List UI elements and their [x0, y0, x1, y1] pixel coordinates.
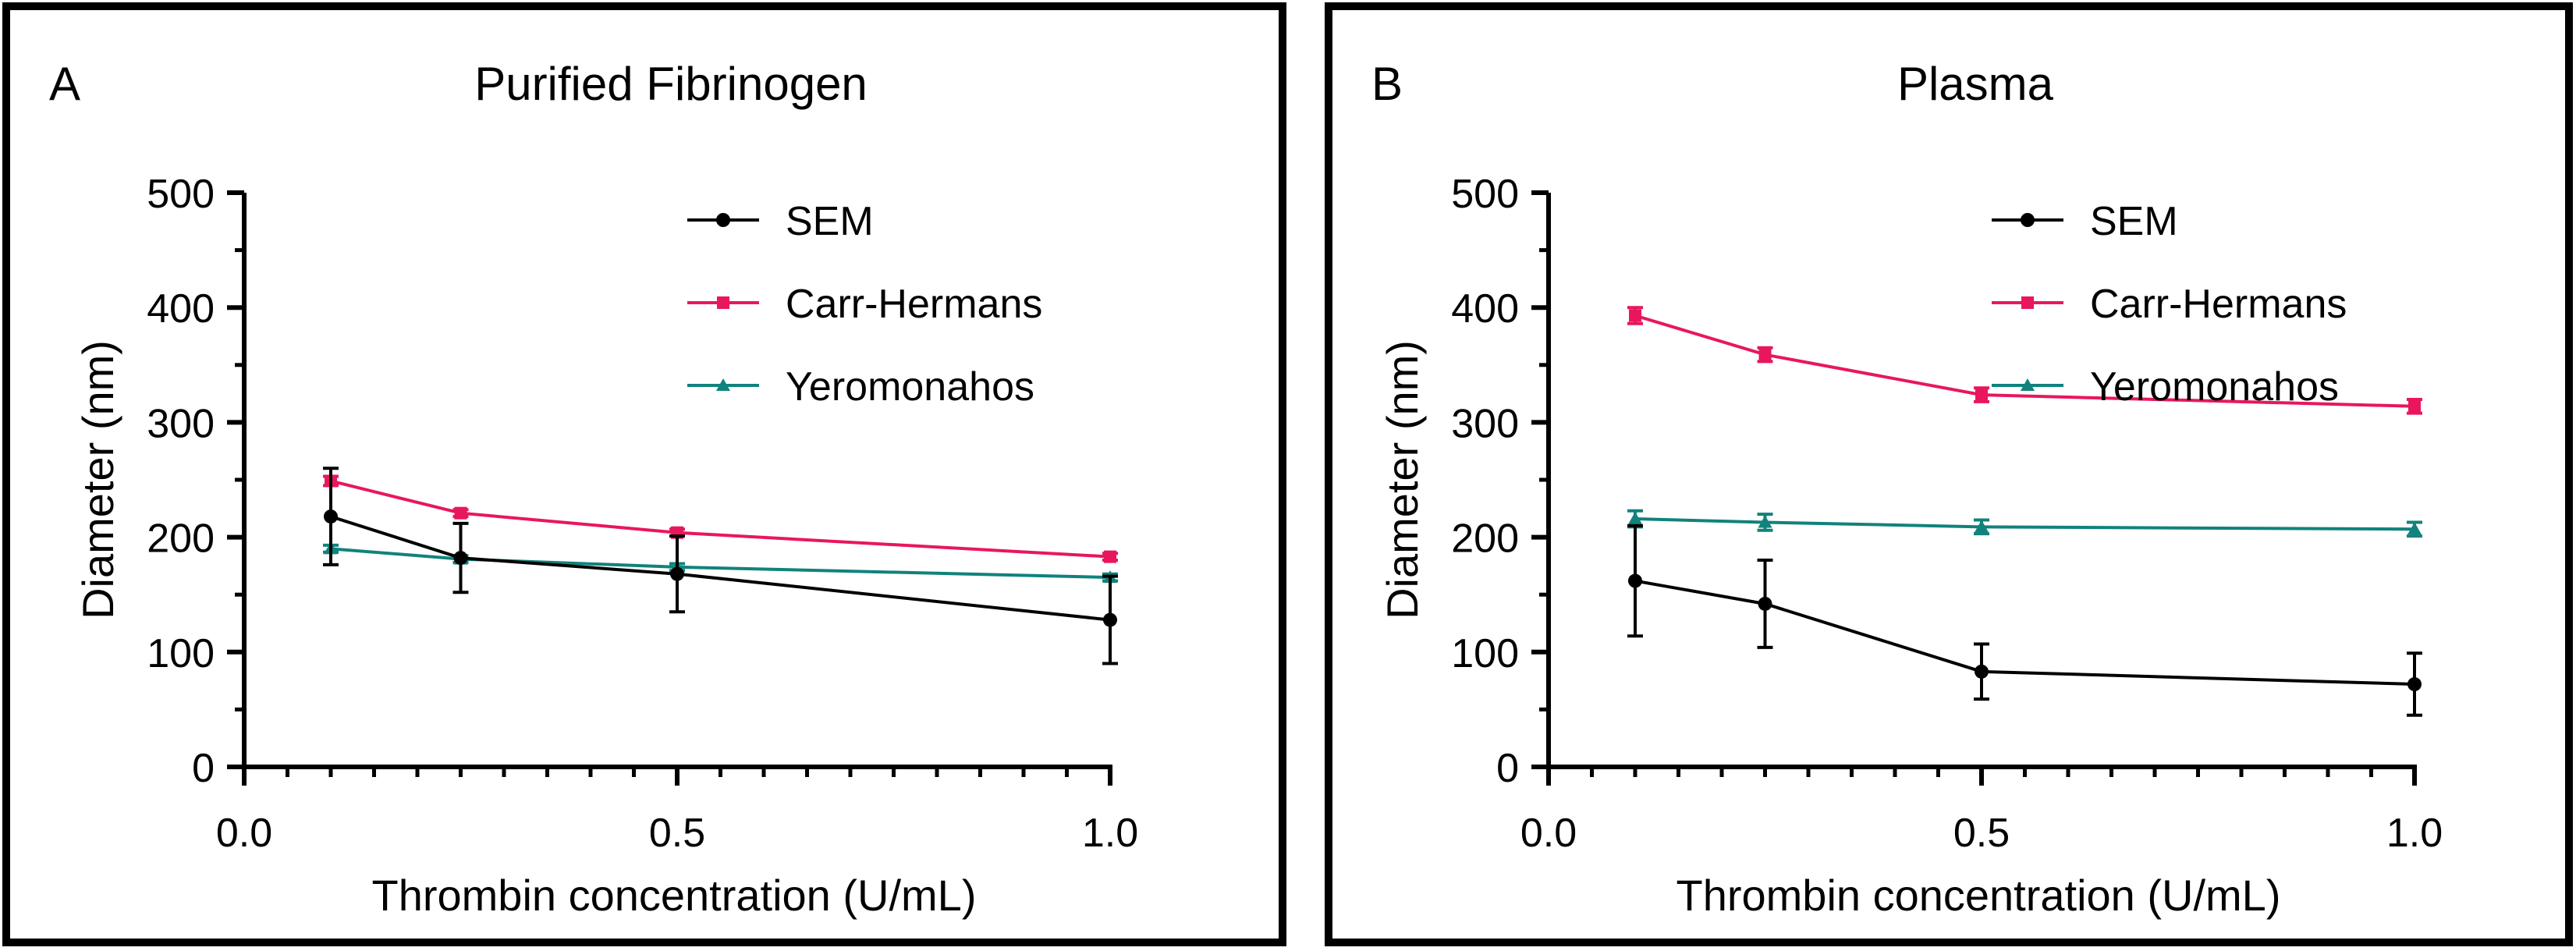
y-tick-label: 400	[1451, 286, 1519, 332]
x-tick-label: 1.0	[2386, 811, 2443, 856]
data-point	[2407, 522, 2422, 535]
legend: SEM Carr-Hermans Yeromonahos	[687, 199, 1042, 410]
chart-title: Purified Fibrinogen	[474, 58, 868, 110]
panel-frame	[1325, 2, 2573, 946]
legend-item: SEM	[687, 199, 874, 244]
data-point	[1975, 664, 1989, 679]
series-carr-hermans	[323, 474, 1118, 563]
legend-item: Carr-Hermans	[687, 282, 1042, 327]
legend-label: Yeromonahos	[2090, 364, 2339, 410]
legend-marker	[717, 296, 729, 309]
data-point	[1975, 389, 1988, 402]
data-point	[1758, 596, 1772, 611]
legend-item: Yeromonahos	[687, 364, 1034, 410]
data-point	[670, 566, 684, 581]
legend-item: SEM	[1992, 199, 2178, 244]
legend-label: Yeromonahos	[786, 364, 1034, 410]
legend-marker	[716, 213, 730, 227]
panel-label: A	[49, 58, 80, 110]
series-line	[330, 479, 1111, 559]
series-line	[330, 515, 1111, 622]
data-point	[1104, 550, 1116, 563]
legend-item: Yeromonahos	[1992, 364, 2339, 410]
legend-label: SEM	[2090, 199, 2178, 244]
y-axis-label: Diameter (nm)	[73, 340, 122, 619]
x-tick-label: 1.0	[1082, 811, 1138, 856]
series-line	[1634, 314, 2415, 408]
y-tick-label: 300	[147, 401, 215, 446]
legend: SEM Carr-Hermans Yeromonahos	[1992, 199, 2347, 410]
y-tick-label: 100	[1451, 631, 1519, 676]
data-point	[1628, 512, 1642, 525]
series-line	[1634, 517, 2415, 531]
y-tick-label: 200	[1451, 516, 1519, 562]
y-tick-label: 300	[1451, 401, 1519, 446]
y-axis-label: Diameter (nm)	[1378, 340, 1427, 619]
data-point	[324, 509, 338, 524]
data-point	[2407, 677, 2422, 692]
x-axis-label: Thrombin concentration (U/mL)	[1677, 871, 2281, 920]
series-line	[330, 547, 1111, 580]
series-sem	[1627, 523, 2422, 717]
panel-frame	[2, 2, 1286, 946]
legend-marker	[2021, 378, 2035, 391]
x-tick-label: 0.0	[1520, 811, 1577, 856]
data-point	[1629, 309, 1641, 322]
series-yeromonahos	[1627, 509, 2422, 538]
data-point	[1628, 573, 1642, 588]
data-point	[1758, 515, 1772, 528]
chart-title: Plasma	[1897, 58, 2054, 110]
y-tick-label: 0	[1496, 746, 1519, 791]
data-point	[1975, 520, 1989, 533]
chart-panel-b: B Plasma 0 100 200 300 400 500 0.0 0.5 1.0 Thrombin…	[1325, 2, 2573, 946]
legend-marker	[2021, 213, 2035, 227]
series-yeromonahos	[323, 541, 1118, 584]
y-tick-label: 200	[147, 516, 215, 562]
y-tick-label: 500	[147, 172, 215, 217]
data-point	[454, 506, 467, 520]
legend-marker	[716, 378, 730, 391]
y-tick-label: 0	[192, 746, 215, 791]
y-tick-label: 500	[1451, 172, 1519, 217]
x-tick-label: 0.5	[1953, 811, 2010, 856]
x-tick-label: 0.0	[216, 811, 272, 856]
y-tick-label: 100	[147, 631, 215, 676]
series-sem	[323, 467, 1118, 665]
legend-item: Carr-Hermans	[1992, 282, 2347, 327]
data-point	[1758, 348, 1772, 361]
y-tick-label: 400	[147, 286, 215, 332]
chart-panel-a: A Purified Fibrinogen 0 100 200 300 400 500 0.0 0…	[2, 2, 1286, 946]
data-point	[2408, 399, 2421, 413]
data-point	[453, 551, 468, 566]
series-line	[1634, 579, 2415, 687]
x-tick-label: 0.5	[649, 811, 705, 856]
panel-label: B	[1371, 58, 1403, 110]
legend-marker	[2021, 296, 2034, 309]
data-point	[1103, 612, 1117, 627]
legend-label: Carr-Hermans	[786, 282, 1042, 327]
x-axis-label: Thrombin concentration (U/mL)	[372, 871, 977, 920]
series-carr-hermans	[1627, 306, 2422, 415]
legend-label: SEM	[786, 199, 874, 244]
legend-label: Carr-Hermans	[2090, 282, 2347, 327]
